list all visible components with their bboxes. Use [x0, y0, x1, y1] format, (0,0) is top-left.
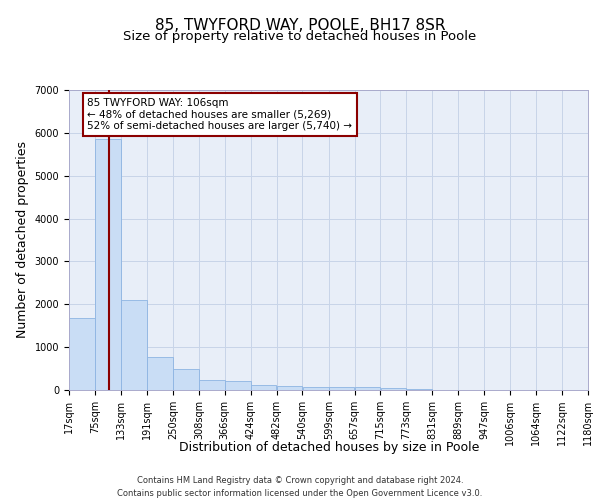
Text: 85 TWYFORD WAY: 106sqm
← 48% of detached houses are smaller (5,269)
52% of semi-: 85 TWYFORD WAY: 106sqm ← 48% of detached…	[87, 98, 352, 131]
Bar	[225, 382, 251, 390]
Bar	[277, 386, 302, 390]
Bar	[95, 140, 121, 390]
Bar	[147, 358, 173, 390]
Bar	[173, 369, 199, 390]
Bar	[199, 380, 224, 390]
Y-axis label: Number of detached properties: Number of detached properties	[16, 142, 29, 338]
Bar	[302, 387, 329, 390]
Bar	[355, 387, 380, 390]
Bar	[329, 388, 355, 390]
Bar	[380, 388, 406, 390]
Text: 85, TWYFORD WAY, POOLE, BH17 8SR: 85, TWYFORD WAY, POOLE, BH17 8SR	[155, 18, 445, 32]
Bar	[121, 300, 146, 390]
Text: Distribution of detached houses by size in Poole: Distribution of detached houses by size …	[179, 441, 479, 454]
Bar	[251, 385, 277, 390]
Text: Size of property relative to detached houses in Poole: Size of property relative to detached ho…	[124, 30, 476, 43]
Bar	[69, 318, 95, 390]
Text: Contains HM Land Registry data © Crown copyright and database right 2024.
Contai: Contains HM Land Registry data © Crown c…	[118, 476, 482, 498]
Bar	[406, 388, 432, 390]
